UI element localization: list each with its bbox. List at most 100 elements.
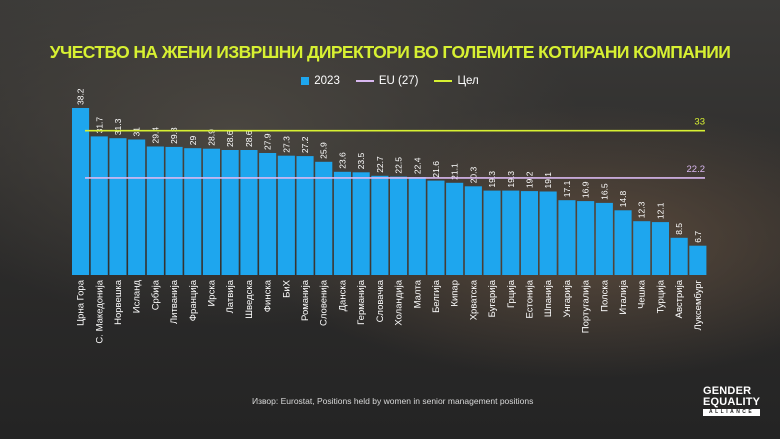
bar [109,138,127,275]
source-note: Извор: Eurostat, Positions held by women… [252,396,534,406]
bar [371,175,389,275]
value-label: 6.7 [693,231,703,243]
category-label: Чешка [637,279,648,309]
legend-swatch-bar [301,77,310,85]
value-label: 28.6 [225,130,235,147]
value-label: 25.9 [319,142,329,159]
category-label: Финска [263,279,274,312]
bar [651,222,669,275]
category-label: Шпанија [543,279,554,317]
legend-item-2023: 2023 [301,75,340,87]
category-label: Исланд [132,280,143,314]
logo-line: GENDER [703,385,752,397]
category-label: Холандија [394,279,405,325]
legend-label: 2023 [314,75,340,87]
bar [689,245,707,275]
bar [595,202,613,275]
value-label: 12.1 [655,202,665,219]
value-label: 16.5 [599,183,609,200]
bar [146,146,164,275]
bar [520,191,538,275]
value-label: 23.6 [337,152,347,169]
bar [240,150,258,275]
bar [408,177,426,275]
category-label: Латвија [225,279,236,313]
category-label: Естонија [525,279,536,318]
bar [390,176,408,275]
category-label: Шведска [244,279,255,318]
logo-line: EQUALITY [703,396,761,408]
legend-label: EU (27) [378,75,419,87]
value-label: 19.3 [506,171,516,188]
value-label: 31 [132,127,142,137]
bar [539,191,557,275]
category-label: Црна Гора [76,279,87,326]
bar [128,139,146,275]
bar [352,172,370,275]
bar [221,150,239,275]
value-label: 28.6 [244,130,254,147]
value-label: 20.3 [468,166,478,183]
bar [464,186,482,275]
category-label: Луксембург [693,279,704,330]
category-label: БиХ [281,279,292,298]
category-label: Ирска [207,279,218,306]
bar [558,200,576,275]
bar [72,108,90,275]
bar [483,190,501,275]
legend-swatch-target-line [434,80,453,82]
category-label: Словачка [375,279,386,322]
category-label: Италија [618,279,629,314]
category-label: Франција [188,279,199,321]
category-label: Малта [412,279,423,308]
category-label: Грција [506,279,517,308]
bar [333,171,351,275]
value-label: 22.4 [412,157,422,174]
value-label: 23.5 [356,152,366,169]
category-label: Австрија [674,279,685,318]
bar [633,221,651,275]
value-label: 29.3 [169,127,179,144]
value-label: 38.2 [76,88,86,105]
category-label: Хрватска [468,279,479,320]
value-label: 28.9 [207,129,217,146]
reference-line-label: 33 [694,117,705,128]
category-label: Германија [356,279,367,325]
legend: 2023 EU (27) Цел [0,75,780,87]
legend-swatch-eu-line [355,80,374,82]
bar [165,146,183,275]
legend-label: Цел [457,75,479,87]
bar [614,210,632,275]
value-label: 8.5 [674,223,684,235]
value-label: 21.6 [431,161,441,178]
bar [90,136,108,275]
chart-title: УЧЕСТВО НА ЖЕНИ ИЗВРШНИ ДИРЕКТОРИ ВО ГОЛ… [49,42,731,62]
value-label: 27.3 [281,136,291,153]
value-label: 19.2 [525,171,535,188]
bar [277,155,295,275]
legend-item-eu: EU (27) [355,75,419,87]
bar [315,161,333,275]
value-label: 31.3 [113,118,123,135]
value-label: 21.1 [450,163,460,180]
category-label: Турција [655,279,666,313]
value-label: 29 [188,135,198,145]
bar [259,153,277,275]
bar [184,148,202,275]
value-label: 14.8 [618,190,628,207]
reference-line-label: 22.2 [687,164,706,175]
logo-line: ALLIANCE [703,409,761,416]
bar [670,237,688,275]
category-label: Данска [337,279,348,311]
category-label: Словенија [319,279,330,326]
value-label: 22.7 [375,156,385,173]
value-label: 22.5 [394,157,404,174]
bar [202,148,220,275]
category-label: Србија [150,279,161,310]
category-label: Бугарија [487,279,498,317]
category-label: Литванија [169,279,180,324]
value-label: 29.4 [150,127,160,144]
value-label: 27.2 [300,136,310,153]
bar [577,201,595,275]
category-label: Норвешка [113,279,124,325]
